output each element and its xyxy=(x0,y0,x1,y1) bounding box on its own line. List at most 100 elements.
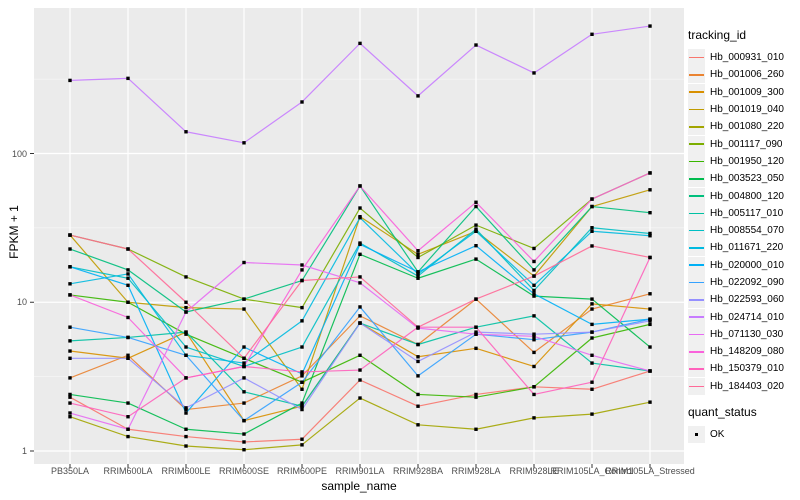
data-point xyxy=(416,359,420,364)
data-point xyxy=(68,392,72,397)
legend-label: Hb_003523_050 xyxy=(710,173,784,185)
data-point xyxy=(532,385,536,389)
x-tick-label: RRIM928BA xyxy=(392,466,444,476)
legend-key-box xyxy=(688,256,705,274)
data-point xyxy=(590,297,594,301)
data-point xyxy=(358,275,362,279)
data-point xyxy=(474,392,478,397)
legend-key-box xyxy=(688,66,705,84)
legend-key-box xyxy=(688,308,705,326)
legend-item: Hb_004800_120 xyxy=(688,187,798,205)
data-point xyxy=(242,345,246,349)
legend-item: Hb_001006_260 xyxy=(688,66,798,84)
data-point xyxy=(126,300,130,304)
legend-label: Hb_001019_040 xyxy=(710,104,784,116)
legend-key-box xyxy=(688,170,705,188)
data-point xyxy=(648,210,652,215)
data-point xyxy=(68,401,72,405)
data-point xyxy=(242,376,246,380)
data-point xyxy=(242,356,246,360)
legend-label: Hb_001950_120 xyxy=(710,155,784,167)
data-point xyxy=(590,380,594,384)
data-point xyxy=(68,376,72,380)
data-point xyxy=(590,322,594,327)
data-point xyxy=(532,392,536,397)
data-point xyxy=(126,268,130,272)
data-point xyxy=(68,339,72,343)
data-point xyxy=(474,325,478,329)
black-square-marker-icon xyxy=(694,432,699,437)
data-point xyxy=(126,353,130,357)
data-point xyxy=(242,440,246,444)
legend-key-box xyxy=(688,377,705,395)
data-point xyxy=(590,244,594,248)
data-point xyxy=(648,317,652,321)
data-point xyxy=(474,257,478,261)
data-point xyxy=(590,302,594,306)
legend-key-line-icon xyxy=(689,281,704,284)
y-tick-label: 100 xyxy=(11,148,27,159)
data-point xyxy=(590,229,594,233)
data-point xyxy=(532,283,536,288)
legend-item: Hb_150379_010 xyxy=(688,360,798,378)
data-point xyxy=(126,415,130,419)
x-tick-label: RRIM928LA xyxy=(451,466,501,476)
data-point xyxy=(300,268,304,272)
data-point xyxy=(648,319,652,323)
data-point xyxy=(416,404,420,408)
legend-label: Hb_001080_220 xyxy=(710,121,784,133)
legend-key-box xyxy=(688,239,705,257)
data-point xyxy=(184,330,188,334)
data-point xyxy=(648,231,652,236)
data-point xyxy=(126,356,130,360)
legend-title-quant-status: quant_status xyxy=(688,404,757,419)
legend-label: Hb_004800_120 xyxy=(710,190,784,202)
legend-key-line-icon xyxy=(689,385,704,388)
data-point xyxy=(358,206,362,210)
data-point xyxy=(648,292,652,296)
data-point xyxy=(184,305,188,310)
legend-key-box xyxy=(688,426,705,444)
data-point xyxy=(648,188,652,192)
data-point xyxy=(474,43,478,47)
data-point xyxy=(532,364,536,369)
legend-label: Hb_000931_010 xyxy=(710,52,784,64)
data-point xyxy=(68,415,72,419)
data-point xyxy=(474,332,478,336)
legend-key-line-icon xyxy=(689,143,704,145)
data-point xyxy=(358,184,362,188)
data-point xyxy=(184,411,188,415)
legend-quant-status: quant_status OK xyxy=(688,404,798,444)
data-point xyxy=(68,395,72,399)
legend-label: Hb_022593_060 xyxy=(710,294,784,306)
legend-label: Hb_184403_020 xyxy=(710,380,784,392)
legend-key-line-icon xyxy=(689,195,704,197)
x-axis-title: sample_name xyxy=(321,479,397,493)
data-point xyxy=(416,423,420,427)
data-point xyxy=(68,282,72,286)
data-point xyxy=(300,370,304,374)
legend-key-line-icon xyxy=(689,177,704,180)
data-point xyxy=(590,226,594,230)
data-point xyxy=(648,400,652,404)
data-point xyxy=(300,278,304,283)
legend-key-box xyxy=(688,101,705,119)
data-point xyxy=(68,265,72,269)
legend-item-ok: OK xyxy=(688,426,798,444)
legend-key-line-icon xyxy=(689,350,704,353)
legend-key-line-icon xyxy=(689,229,704,232)
data-point xyxy=(474,395,478,399)
data-point xyxy=(532,294,536,298)
data-point xyxy=(648,345,652,349)
data-point xyxy=(242,361,246,365)
data-point xyxy=(416,355,420,359)
data-point xyxy=(416,342,420,347)
x-tick-label: RRIM600LE xyxy=(161,466,211,476)
legend-key-line-icon xyxy=(689,108,704,111)
legend-key-box xyxy=(688,274,705,291)
legend-label: OK xyxy=(710,429,725,441)
legend-item: Hb_001019_040 xyxy=(688,101,798,119)
data-point xyxy=(184,406,188,410)
data-point xyxy=(532,259,536,264)
